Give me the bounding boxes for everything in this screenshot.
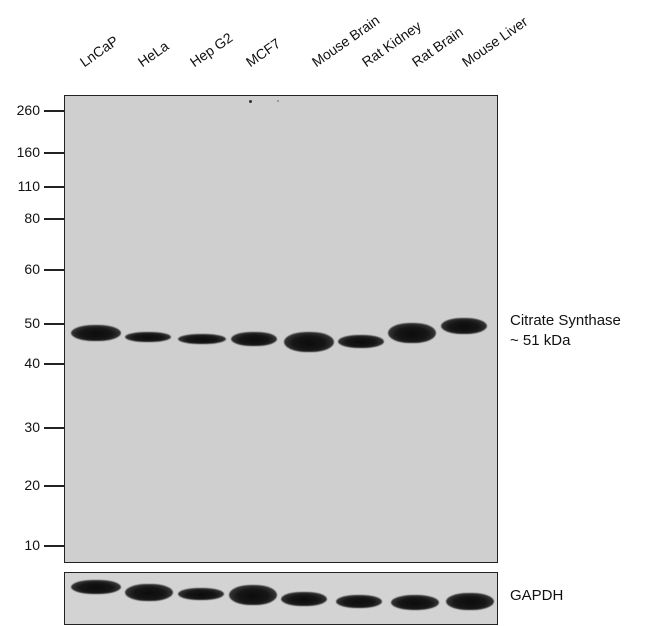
marker-label: 10 [24,537,40,553]
gapdh-band [229,585,277,605]
lane-label: HeLa [134,37,172,70]
citrate-synthase-band [125,332,171,342]
gapdh-band [71,580,121,594]
citrate-synthase-band [284,332,334,352]
marker-tick [44,427,64,429]
marker-tick [44,323,64,325]
gapdh-band [125,584,173,601]
marker-tick [44,363,64,365]
citrate-synthase-band [231,332,277,346]
gapdh-band [336,595,382,608]
marker-tick [44,152,64,154]
marker-label: 110 [17,178,40,194]
lane-label: LnCaP [76,32,122,70]
loading-control-label: GAPDH [510,587,564,604]
marker-label: 60 [24,261,40,277]
gapdh-band [281,592,327,606]
marker-label: 20 [24,477,40,493]
marker-label: 260 [16,102,40,118]
marker-label: 50 [24,315,40,331]
marker-tick [44,186,64,188]
marker-tick [44,110,64,112]
gapdh-band [178,588,224,600]
main-blot-panel [64,95,498,563]
target-size-label: ~ 51 kDa [510,332,571,349]
marker-label: 160 [16,144,40,160]
target-name-label: Citrate Synthase [510,312,621,329]
lane-label: Hep G2 [186,29,236,70]
citrate-synthase-band [338,335,384,348]
lane-label: MCF7 [242,35,284,70]
marker-label: 80 [24,210,40,226]
marker-tick [44,218,64,220]
marker-label: 30 [24,419,40,435]
marker-tick [44,485,64,487]
lane-label: Mouse Liver [458,13,531,70]
marker-label: 40 [24,355,40,371]
marker-tick [44,545,64,547]
marker-tick [44,269,64,271]
blot-speck [249,100,252,103]
gapdh-band [391,595,439,610]
citrate-synthase-band [71,325,121,341]
citrate-synthase-band [388,323,436,343]
citrate-synthase-band [178,334,226,344]
gapdh-blot-panel [64,572,498,625]
blot-speck [277,100,279,102]
citrate-synthase-band [441,318,487,334]
gapdh-band [446,593,494,610]
